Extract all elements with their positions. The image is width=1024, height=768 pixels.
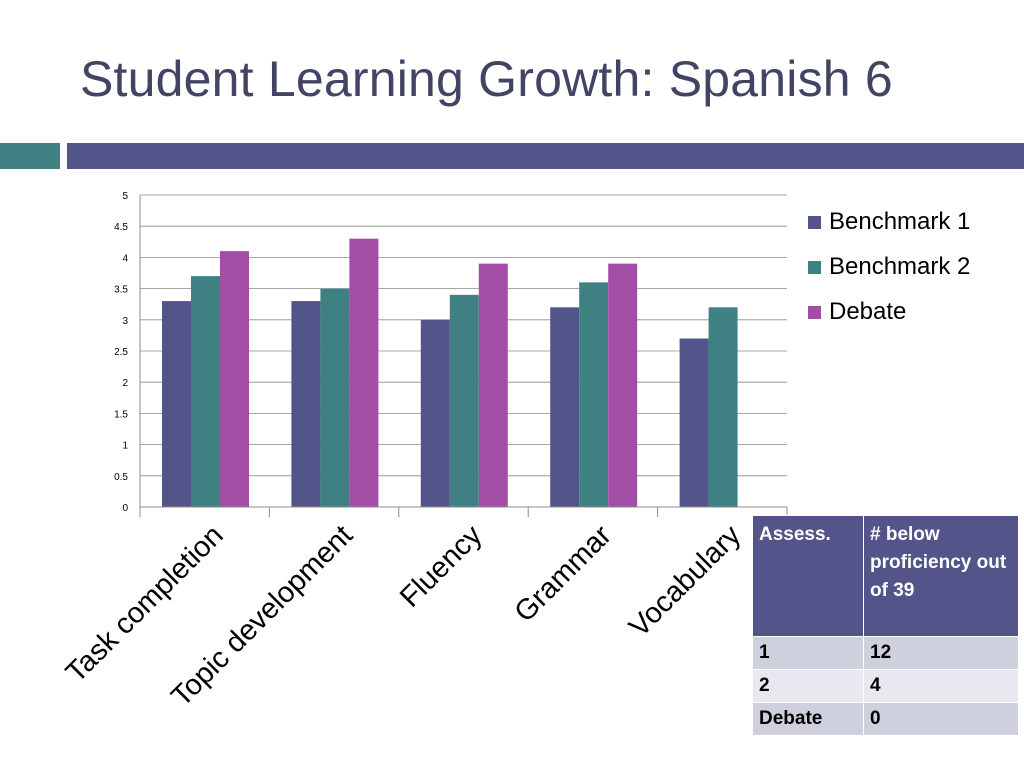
table-header-below-proficiency: # below proficiency out of 39 bbox=[863, 515, 1019, 637]
chart-legend: Benchmark 1 Benchmark 2 Debate bbox=[808, 208, 970, 325]
title-divider-slate bbox=[67, 143, 1024, 169]
table-row: Debate 0 bbox=[752, 702, 1019, 736]
table-cell: 12 bbox=[863, 636, 1019, 670]
bar bbox=[608, 263, 638, 507]
x-tick-label: Vocabulary bbox=[623, 519, 747, 643]
bar bbox=[478, 263, 508, 507]
bar bbox=[320, 288, 350, 507]
title-divider-teal bbox=[0, 143, 60, 169]
y-tick-label: 0 bbox=[122, 503, 128, 514]
slide-title: Student Learning Growth: Spanish 6 bbox=[80, 51, 893, 107]
y-tick-label: 1.5 bbox=[114, 409, 128, 420]
legend-swatch bbox=[808, 216, 821, 229]
x-tick-label: Fluency bbox=[394, 519, 489, 614]
y-tick-label: 2 bbox=[122, 378, 128, 389]
table-cell: Debate bbox=[752, 702, 864, 736]
bar bbox=[191, 276, 220, 507]
y-tick-label: 4.5 bbox=[114, 222, 128, 233]
y-tick-label: 4 bbox=[122, 253, 128, 264]
y-tick-label: 2.5 bbox=[114, 347, 128, 358]
y-tick-labels: 0 0.5 1 1.5 2 2.5 3 3.5 4 4.5 5 bbox=[114, 191, 128, 514]
y-tick-label: 3.5 bbox=[114, 285, 128, 296]
bar bbox=[220, 251, 249, 507]
y-tick-label: 5 bbox=[122, 191, 128, 202]
legend-label: Benchmark 2 bbox=[829, 253, 970, 280]
bar bbox=[708, 307, 738, 507]
bar bbox=[679, 338, 709, 507]
bar bbox=[291, 301, 321, 507]
legend-swatch bbox=[808, 306, 821, 319]
table-cell: 2 bbox=[752, 669, 864, 703]
bar bbox=[579, 282, 609, 507]
table-cell: 4 bbox=[863, 669, 1019, 703]
table-cell: 1 bbox=[752, 636, 864, 670]
table-row: 2 4 bbox=[752, 669, 1019, 703]
y-tick-label: 1 bbox=[122, 441, 128, 452]
legend-swatch bbox=[808, 261, 821, 274]
bars bbox=[162, 238, 738, 507]
bar bbox=[162, 301, 191, 507]
legend-label: Debate bbox=[829, 298, 906, 325]
bar bbox=[449, 294, 479, 507]
bar bbox=[420, 319, 450, 507]
y-tick-label: 3 bbox=[122, 316, 128, 327]
table-header-row: Assess. # below proficiency out of 39 bbox=[752, 515, 1019, 637]
table-header-assess: Assess. bbox=[752, 515, 864, 637]
legend-label: Benchmark 1 bbox=[829, 208, 970, 235]
bar bbox=[349, 238, 379, 507]
x-tick-label: Grammar bbox=[509, 519, 618, 628]
table-row: 1 12 bbox=[752, 636, 1019, 670]
proficiency-table: Assess. # below proficiency out of 39 1 … bbox=[752, 515, 1019, 736]
bar bbox=[550, 307, 580, 507]
y-tick-label: 0.5 bbox=[114, 472, 128, 483]
table-cell: 0 bbox=[863, 702, 1019, 736]
